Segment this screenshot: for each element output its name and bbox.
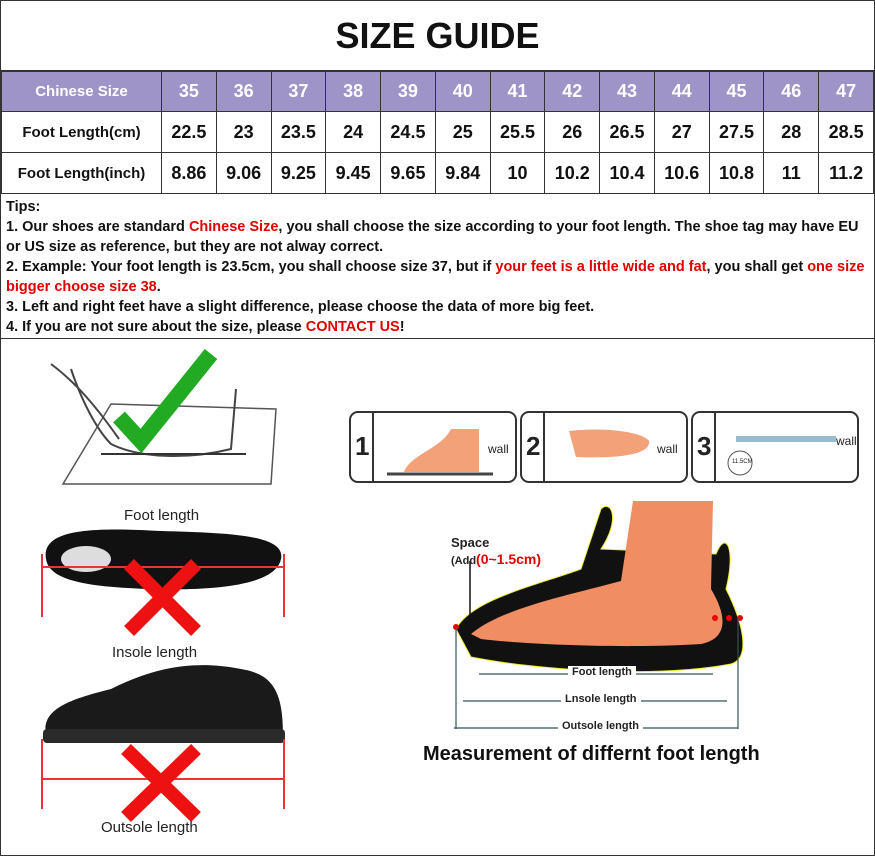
wall-label: wall bbox=[657, 442, 678, 456]
size-cell: 23 bbox=[215, 111, 272, 153]
size-cell: 25 bbox=[434, 111, 491, 153]
size-cell: 10.6 bbox=[653, 152, 710, 194]
page-title: SIZE GUIDE bbox=[1, 1, 874, 71]
tip-text: 2. Example: Your foot length is 23.5cm, … bbox=[6, 259, 496, 275]
size-cell: 24 bbox=[325, 111, 382, 153]
diagram-insole-length: Lnsole length bbox=[561, 693, 641, 705]
row-label: Foot Length(cm) bbox=[1, 111, 162, 153]
step-1-number: 1 bbox=[355, 431, 370, 461]
size-cell: 40 bbox=[434, 71, 491, 112]
insole-illustration bbox=[41, 529, 285, 636]
add-range: (0~1.5cm) bbox=[476, 551, 542, 567]
size-cell: 9.65 bbox=[380, 152, 436, 194]
size-cell: 25.5 bbox=[489, 111, 546, 153]
size-cell: 22.5 bbox=[161, 111, 217, 153]
size-cell: 10 bbox=[489, 152, 546, 194]
table-row: Foot Length(cm) 22.5 23 23.5 24 24.5 25 25.5 26 2… bbox=[1, 111, 874, 153]
size-cell: 11 bbox=[763, 152, 820, 194]
tip-4: 4. If you are not sure about the size, p… bbox=[6, 317, 869, 337]
foot-on-paper-illustration bbox=[50, 348, 277, 485]
size-table: Chinese Size 35 36 37 38 39 40 41 42 43 44 45 46 47 Fo… bbox=[1, 71, 874, 194]
size-cell: 28 bbox=[763, 111, 820, 153]
size-cell: 35 bbox=[161, 71, 217, 112]
row-label: Chinese Size bbox=[1, 71, 162, 112]
wall-label: wall bbox=[836, 434, 857, 448]
size-cell: 43 bbox=[599, 71, 655, 112]
tip-text: 1. Our shoes are standard bbox=[6, 219, 189, 235]
tip-2: 2. Example: Your foot length is 23.5cm, … bbox=[6, 257, 869, 297]
tip-text: ! bbox=[399, 319, 405, 335]
size-cell: 37 bbox=[270, 71, 327, 112]
insole-length-label: Insole length bbox=[112, 644, 198, 661]
size-cell: 28.5 bbox=[818, 111, 874, 153]
tip-highlight: Chinese Size bbox=[188, 219, 279, 235]
add-label: (Add(0~1.5cm) bbox=[451, 551, 541, 567]
diagram-outsole-length: Outsole length bbox=[558, 720, 643, 732]
size-cell: 46 bbox=[763, 71, 820, 112]
tips-section: Tips: 1. Our shoes are standard Chinese … bbox=[1, 194, 874, 339]
size-cell: 26 bbox=[544, 111, 601, 153]
diagram-foot-length: Foot length bbox=[568, 666, 636, 678]
size-cell: 45 bbox=[708, 71, 765, 112]
measure-steps bbox=[349, 411, 859, 483]
contact-us-link: CONTACT US bbox=[305, 319, 400, 335]
space-label: Space bbox=[451, 535, 490, 550]
tip-text: , you shall choose the size according to… bbox=[6, 219, 859, 255]
outsole-length-label: Outsole length bbox=[101, 819, 198, 836]
size-cell: 11.2 bbox=[818, 152, 874, 194]
tips-heading: Tips: bbox=[6, 199, 41, 215]
tip-text: 4. If you are not sure about the size, p… bbox=[6, 319, 306, 335]
size-cell: 47 bbox=[818, 71, 874, 112]
size-cell: 10.8 bbox=[708, 152, 765, 194]
tip-1: 1. Our shoes are standard Chinese Size, … bbox=[6, 217, 869, 257]
header-row: Chinese Size 35 36 37 38 39 40 41 42 43 44 45 46 47 bbox=[1, 71, 874, 112]
size-cell: 9.45 bbox=[325, 152, 382, 194]
illustrations: Foot length Insole length Outsole length… bbox=[1, 339, 874, 856]
size-cell: 39 bbox=[380, 71, 436, 112]
tip-highlight: your feet is a little wide and fat bbox=[495, 259, 707, 275]
size-cell: 23.5 bbox=[270, 111, 327, 153]
size-cell: 9.84 bbox=[434, 152, 491, 194]
step3-badge: 11.5CM bbox=[732, 459, 753, 465]
foot-length-label: Foot length bbox=[124, 507, 200, 524]
size-cell: 10.2 bbox=[544, 152, 601, 194]
size-cell: 10.4 bbox=[599, 152, 655, 194]
size-cell: 8.86 bbox=[161, 152, 217, 194]
size-cell: 44 bbox=[653, 71, 710, 112]
sneaker-illustration bbox=[41, 665, 285, 823]
wall-label: wall bbox=[488, 442, 509, 456]
size-cell: 26.5 bbox=[599, 111, 655, 153]
size-cell: 27 bbox=[653, 111, 710, 153]
table-row: Foot Length(inch) 8.86 9.06 9.25 9.45 9.65 9.8… bbox=[1, 152, 874, 194]
size-cell: 38 bbox=[325, 71, 382, 112]
row-label: Foot Length(inch) bbox=[1, 152, 162, 194]
illustration-graphics bbox=[41, 348, 859, 823]
tip-highlight: one size bigger choose size 38 bbox=[6, 259, 865, 295]
size-cell: 36 bbox=[215, 71, 272, 112]
tip-text: , you shall get bbox=[706, 259, 808, 275]
size-cell: 9.06 bbox=[215, 152, 272, 194]
step-2-number: 2 bbox=[526, 431, 541, 461]
tip-3: 3. Left and right feet have a slight dif… bbox=[6, 299, 595, 315]
step-3-number: 3 bbox=[697, 431, 712, 461]
size-cell: 27.5 bbox=[708, 111, 765, 153]
tip-text: . bbox=[156, 279, 161, 295]
size-cell: 42 bbox=[544, 71, 601, 112]
size-cell: 24.5 bbox=[380, 111, 436, 153]
add-text: (Add bbox=[451, 555, 477, 567]
size-cell: 41 bbox=[489, 71, 546, 112]
size-cell: 9.25 bbox=[270, 152, 327, 194]
diagram-caption: Measurement of differnt foot length bbox=[423, 743, 760, 765]
